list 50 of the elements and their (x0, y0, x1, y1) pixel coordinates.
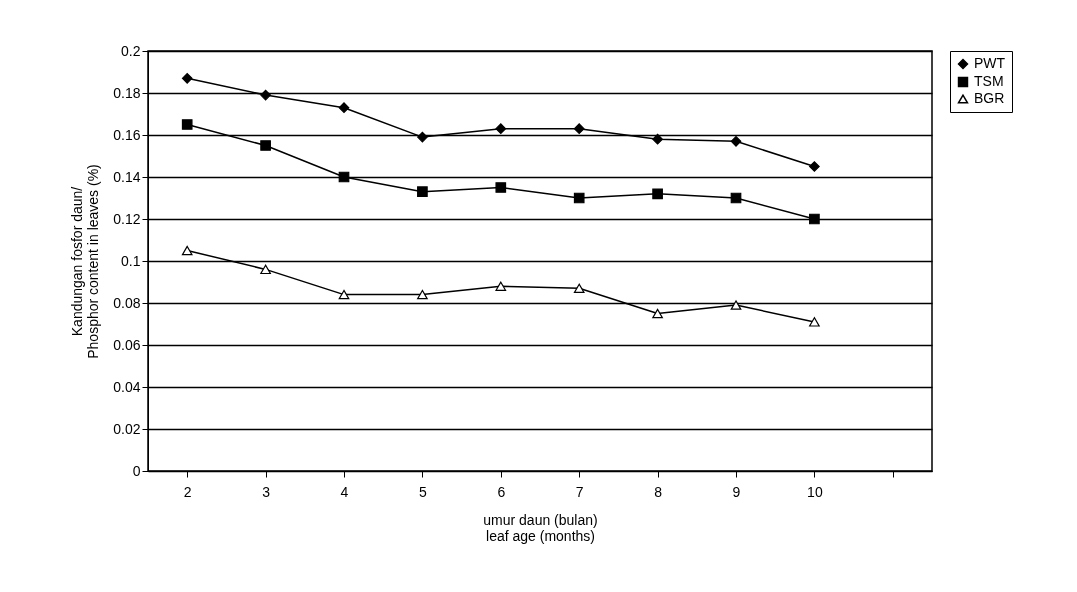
point (417, 186, 428, 198)
y-axis-title: Kandungan fosfor daun/ Phosphor content in leaves (%) (69, 164, 102, 359)
x-tick-label: 4 (340, 483, 349, 500)
point (573, 123, 585, 135)
point (495, 123, 507, 135)
x-tick-label: 2 (183, 483, 192, 500)
x-tick-label: 5 (419, 483, 427, 500)
point (181, 245, 193, 256)
point (417, 289, 428, 300)
y-tick-label: 0.04 (113, 378, 141, 395)
y-tick-label: 0 (132, 462, 141, 479)
y-tick-label: 0.1 (121, 252, 141, 269)
point (417, 131, 428, 143)
point (809, 317, 820, 327)
y-tick-label: 0.14 (113, 168, 141, 185)
y-tick-label: 0.06 (113, 336, 141, 353)
point (260, 264, 271, 275)
x-tick-label: 6 (497, 483, 506, 500)
point (495, 182, 507, 193)
point (260, 140, 271, 151)
legend-label: BGR (974, 90, 1005, 106)
x-tick-label: 10 (807, 483, 823, 500)
point (181, 119, 193, 130)
x-tick-label: 7 (575, 483, 584, 500)
point (652, 188, 663, 200)
x-tick-label: 8 (654, 483, 663, 500)
point (573, 192, 585, 204)
point (730, 135, 742, 147)
point (730, 300, 742, 310)
x-tick-label: 9 (732, 483, 741, 500)
y-tick-label: 0.08 (113, 294, 141, 311)
point (652, 133, 663, 145)
point (338, 102, 350, 114)
point (573, 283, 585, 294)
y-tick-label: 0.2 (121, 42, 141, 59)
legend-label: TSM (974, 73, 1004, 89)
point (260, 89, 271, 101)
x-tick-label: 3 (262, 483, 271, 500)
y-tick-label: 0.12 (113, 210, 141, 227)
point (495, 281, 507, 291)
y-tick-label: 0.16 (113, 126, 141, 143)
point (652, 308, 663, 319)
point (338, 289, 350, 300)
y-tick-label: 0.02 (113, 420, 141, 437)
point (809, 161, 820, 172)
legend-label: PWT (974, 55, 1006, 71)
point (809, 213, 820, 225)
y-tick-label: 0.18 (113, 84, 141, 101)
point (181, 72, 193, 84)
x-axis-title: umur daun (bulan) leaf age (months) (483, 511, 598, 544)
